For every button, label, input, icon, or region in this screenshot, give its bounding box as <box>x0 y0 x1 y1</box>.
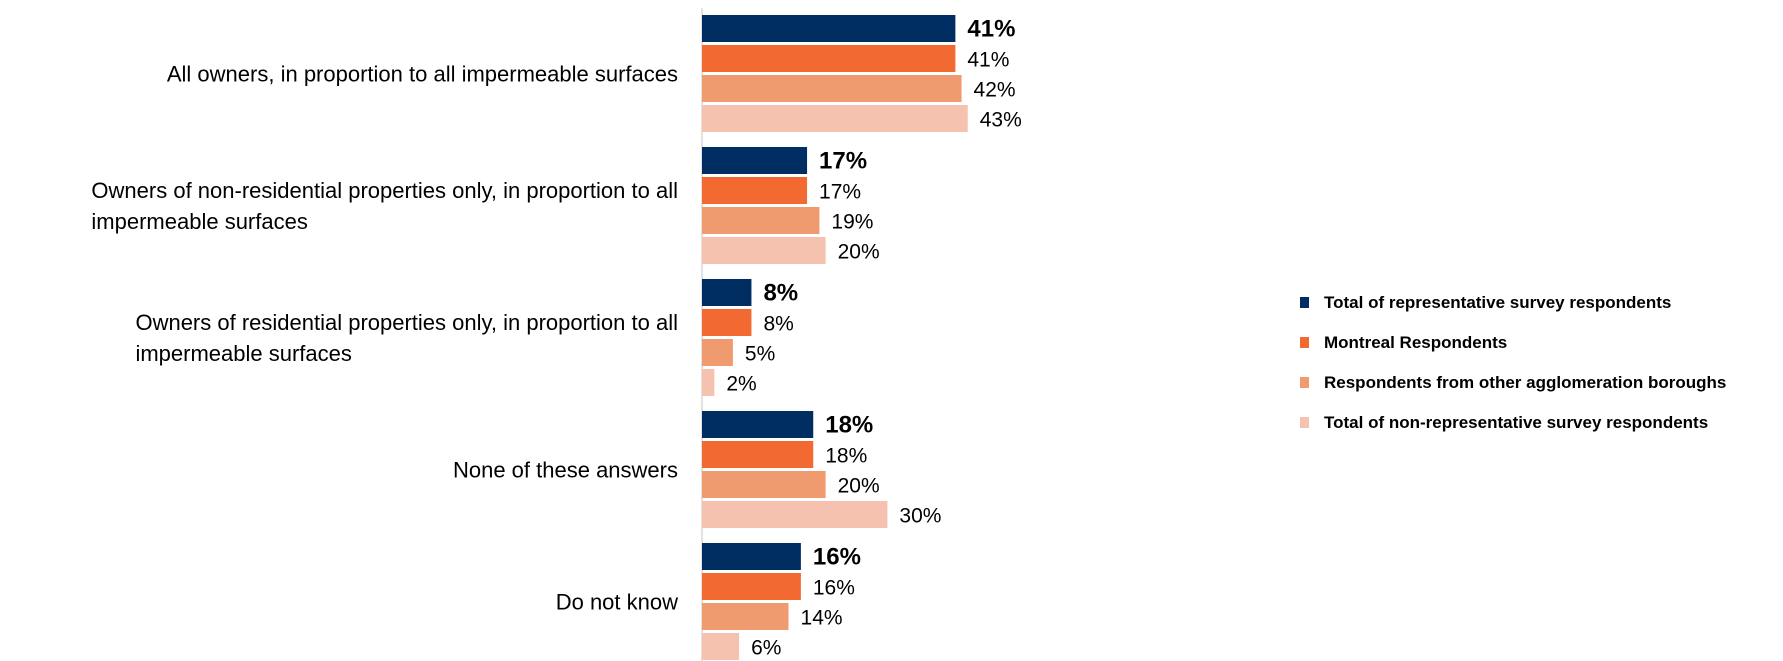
legend-label: Montreal Respondents <box>1324 333 1507 352</box>
legend: Total of representative survey responden… <box>1300 293 1726 432</box>
data-label: 8% <box>763 313 793 336</box>
bar <box>702 471 826 498</box>
bar <box>702 45 956 72</box>
data-label: 16% <box>813 577 855 600</box>
data-label: 20% <box>838 475 880 498</box>
bar <box>702 411 814 438</box>
bar <box>702 75 962 102</box>
data-label: 6% <box>751 637 781 660</box>
data-label: 18% <box>825 445 867 468</box>
category-label: impermeable surfaces <box>91 209 307 234</box>
legend-swatch <box>1300 417 1309 428</box>
data-label: 14% <box>801 607 843 630</box>
value-labels: 41% 17% 8% 18% 16% 41% 17% 8% 18% 16% 42% 19% 5% 20% 1… <box>726 16 1021 660</box>
bar <box>702 279 752 306</box>
category-label: All owners, in proportion to all imperme… <box>167 62 678 87</box>
legend-label: Total of representative survey responden… <box>1324 293 1671 312</box>
data-label: 5% <box>745 343 775 366</box>
bar <box>702 573 801 600</box>
bar <box>702 369 715 396</box>
bar <box>702 603 789 630</box>
bar <box>702 105 968 132</box>
legend-swatch <box>1300 377 1309 388</box>
category-label: impermeable surfaces <box>135 341 351 366</box>
data-label: 17% <box>819 148 867 175</box>
bars <box>702 15 968 660</box>
data-label: 30% <box>899 505 941 528</box>
data-label: 41% <box>967 16 1015 43</box>
legend-label: Respondents from other agglomeration bor… <box>1324 373 1726 392</box>
bar <box>702 207 820 234</box>
bar <box>702 309 752 336</box>
bar <box>702 147 808 174</box>
category-label: Owners of non-residential properties onl… <box>91 178 678 203</box>
data-label: 41% <box>967 49 1009 72</box>
data-label: 42% <box>974 79 1016 102</box>
data-label: 19% <box>831 211 873 234</box>
bar <box>702 633 740 660</box>
bar <box>702 177 808 204</box>
data-label: 18% <box>825 412 873 439</box>
legend-swatch <box>1300 297 1309 308</box>
bar <box>702 15 956 42</box>
data-label: 17% <box>819 181 861 204</box>
data-label: 43% <box>980 109 1022 132</box>
bar <box>702 501 888 528</box>
bar <box>702 237 826 264</box>
bar <box>702 543 801 570</box>
category-label: None of these answers <box>453 458 678 483</box>
category-label: Do not know <box>556 590 678 615</box>
data-label: 16% <box>813 544 861 571</box>
bar <box>702 441 814 468</box>
data-label: 2% <box>726 373 756 396</box>
data-label: 20% <box>838 241 880 264</box>
legend-label: Total of non-representative survey respo… <box>1324 413 1708 432</box>
legend-swatch <box>1300 337 1309 348</box>
data-label: 8% <box>763 280 798 307</box>
category-labels: All owners, in proportion to all imperme… <box>91 62 678 615</box>
category-label: Owners of residential properties only, i… <box>135 310 678 335</box>
bar <box>702 339 733 366</box>
